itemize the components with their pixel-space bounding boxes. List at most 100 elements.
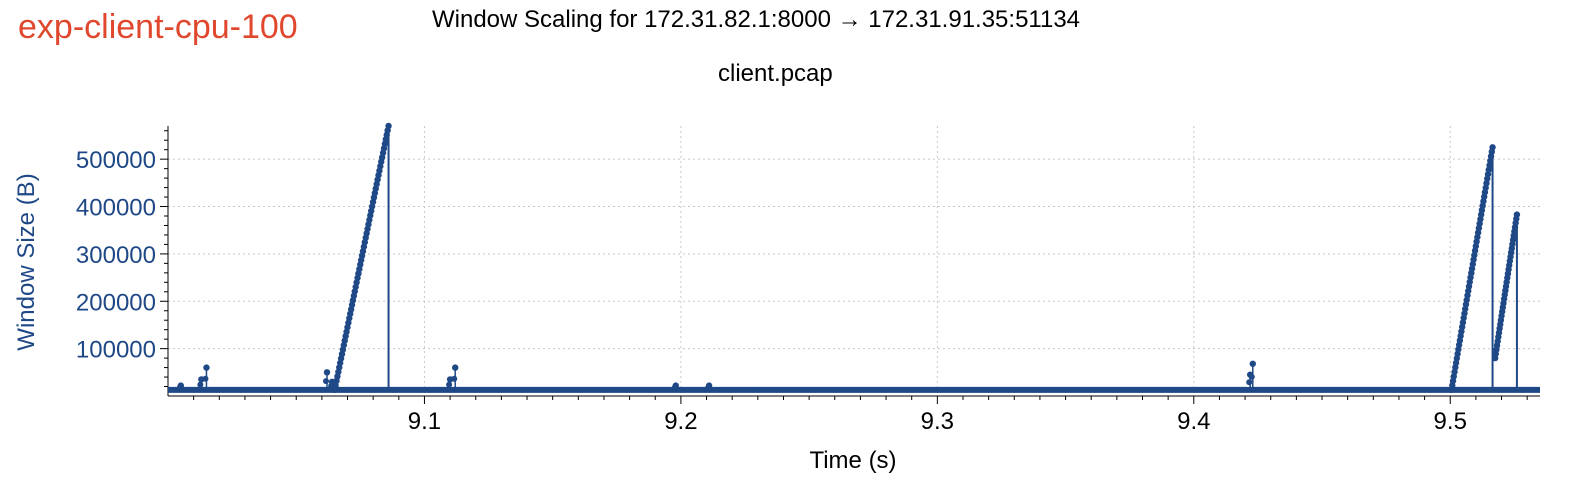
- data-point: [658, 387, 665, 393]
- data-point: [878, 387, 885, 393]
- y-tick-label: 500000: [76, 147, 156, 174]
- data-point: [873, 387, 879, 393]
- data-point: [1493, 387, 1500, 393]
- data-point: [517, 387, 523, 393]
- data-point: [579, 387, 586, 393]
- data-point: [1189, 387, 1195, 393]
- data-point: [743, 387, 749, 393]
- y-axis-title: Window Size (B): [13, 173, 40, 350]
- data-point: [1499, 387, 1505, 393]
- data-point: [534, 387, 540, 393]
- data-point: [1031, 387, 1037, 393]
- data-point: [1093, 387, 1099, 393]
- data-point: [427, 387, 433, 393]
- data-point: [230, 387, 236, 393]
- data-point: [969, 387, 975, 393]
- data-point: [1247, 371, 1254, 378]
- x-tick-label: 9.1: [408, 408, 441, 435]
- data-point: [1375, 387, 1381, 393]
- data-point: [1249, 360, 1256, 367]
- series-window-size: [167, 122, 1540, 394]
- data-point: [653, 387, 659, 393]
- data-point: [1110, 387, 1116, 393]
- data-point: [647, 387, 653, 393]
- data-point: [1262, 387, 1268, 393]
- data-point: [198, 376, 205, 383]
- data-point: [1533, 387, 1539, 393]
- data-point: [328, 382, 335, 389]
- data-point: [540, 387, 546, 393]
- data-point: [1476, 387, 1483, 393]
- data-point: [1330, 387, 1336, 393]
- data-point: [280, 387, 287, 393]
- data-point: [1076, 387, 1082, 393]
- data-point: [1070, 387, 1076, 393]
- data-point: [1138, 387, 1144, 393]
- data-point: [1341, 387, 1347, 393]
- data-point: [957, 387, 964, 393]
- data-point: [923, 387, 930, 393]
- data-point: [1431, 387, 1437, 393]
- data-point: [500, 387, 507, 393]
- data-point: [788, 387, 794, 393]
- data-point: [359, 387, 365, 393]
- data-point: [512, 387, 518, 393]
- data-point: [1420, 387, 1426, 393]
- data-point: [1443, 387, 1449, 393]
- data-point: [664, 387, 670, 393]
- data-point: [1465, 387, 1471, 393]
- data-point: [275, 387, 281, 393]
- ticks: 9.1 9.2 9.3 9.4 9.5 100000 200000 300000 400000 5…: [76, 130, 1528, 435]
- data-point: [1206, 387, 1212, 393]
- data-point: [705, 384, 712, 391]
- data-point: [545, 387, 552, 393]
- data-point: [1065, 387, 1071, 393]
- data-point: [1132, 387, 1138, 393]
- data-point: [1025, 387, 1031, 393]
- data-point: [720, 387, 727, 393]
- data-point: [850, 387, 856, 393]
- data-point: [286, 387, 292, 393]
- data-point: [472, 387, 478, 393]
- data-point: [506, 387, 512, 393]
- data-point: [489, 387, 495, 393]
- data-point: [828, 387, 834, 393]
- data-point: [246, 387, 253, 393]
- data-point: [1127, 387, 1133, 393]
- data-point: [591, 387, 597, 393]
- data-point: [1048, 387, 1054, 393]
- data-point: [1160, 387, 1167, 393]
- data-point: [726, 387, 732, 393]
- data-point: [416, 387, 422, 393]
- data-point: [371, 387, 377, 393]
- data-point: [1217, 387, 1223, 393]
- data-point: [952, 387, 958, 393]
- data-point: [478, 387, 484, 393]
- data-point: [861, 387, 868, 393]
- data-point: [997, 387, 1003, 393]
- data-point: [794, 387, 800, 393]
- data-point: [799, 387, 806, 393]
- data-point: [1386, 387, 1392, 393]
- chart-title: Window Scaling for 172.31.82.1:8000 → 17…: [432, 6, 1081, 33]
- data-point: [1059, 387, 1065, 393]
- data-point: [844, 387, 851, 393]
- data-point: [235, 387, 241, 393]
- data-point: [1245, 387, 1251, 393]
- data-point: [974, 387, 980, 393]
- data-point: [867, 387, 873, 393]
- data-point: [342, 387, 349, 393]
- data-point: [907, 387, 913, 393]
- data-point: [641, 387, 648, 393]
- data-point: [495, 387, 501, 393]
- data-point: [461, 387, 467, 393]
- data-point: [946, 387, 952, 393]
- data-point: [1426, 387, 1432, 393]
- data-point: [1352, 387, 1358, 393]
- data-point: [630, 387, 636, 393]
- data-point: [585, 387, 591, 393]
- data-point: [737, 387, 743, 393]
- y-tick-label: 200000: [76, 289, 156, 316]
- data-point: [196, 387, 202, 393]
